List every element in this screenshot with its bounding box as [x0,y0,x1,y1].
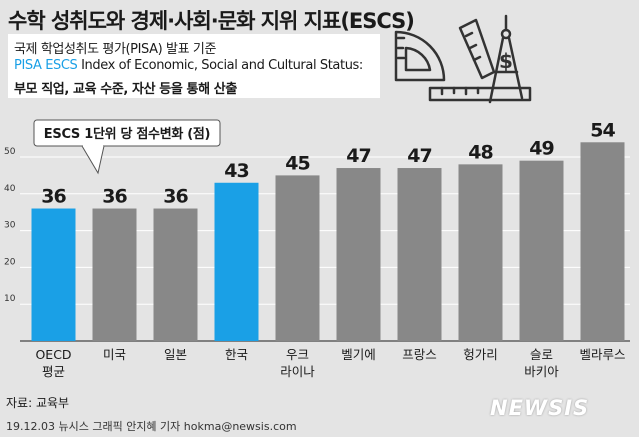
category-label: 미국 [103,347,126,362]
info-box: 국제 학업성취도 평가(PISA) 발표 기준 PISA ESCS Index … [8,34,380,98]
category-label: 프랑스 [402,347,437,362]
y-tick-label: 20 [4,257,16,267]
bar [397,168,442,341]
info-criteria: 국제 학업성취도 평가(PISA) 발표 기준 [14,42,217,57]
value-label: 49 [529,138,553,160]
info-definition: PISA ESCS Index of Economic, Social and … [14,58,363,73]
value-label: 47 [346,145,370,167]
annotation-callout: ESCS 1단위 당 점수변화 (점) [33,119,221,175]
bar [580,142,625,341]
y-tick-label: 30 [4,221,16,231]
svg-text:$: $ [499,49,513,73]
bar [153,208,198,341]
value-label: 36 [163,186,188,208]
y-tick-label: 50 [4,147,16,157]
value-label: 36 [102,186,127,208]
category-label: 한국 [225,347,248,362]
value-label: 48 [468,141,493,163]
newsis-logo: NEWSIS [490,396,590,420]
escs-definition: Index of Economic, Social and Cultural S… [77,58,363,73]
value-label: 43 [224,160,248,182]
pisa-escs-label: PISA ESCS [14,58,78,73]
credit-line: 19.12.03 뉴시스 그래픽 안지혜 기자 hokma@newsis.com [6,420,297,433]
bar [214,182,259,341]
chart-annotation: ESCS 1단위 당 점수변화 (점) [44,126,210,142]
value-label: 47 [407,145,431,167]
category-label: 우크 라이나 [280,347,315,379]
category-label: 일본 [164,347,187,362]
bars [31,142,625,341]
bar [31,208,76,341]
value-labels: 36 36 36 43 45 47 47 48 49 54 [41,119,616,208]
info-calculation: 부모 직업, 교육 수준, 자산 등을 통해 산출 [14,82,237,97]
y-axis-ticks: 10 20 30 40 50 [4,147,16,304]
category-labels: OECD 평균 미국 일본 한국 우크 라이나 벨기에 프랑스 헝가리 슬로 바키아 벨라루스 [35,347,625,379]
value-label: 45 [285,152,309,174]
category-label: 슬로 바키아 [524,347,559,379]
bar [336,168,381,341]
category-label: 헝가리 [463,347,498,362]
value-label: 54 [590,119,615,141]
value-label: 36 [41,186,66,208]
source-note: 자료: 교육부 [6,396,70,410]
category-label: 벨라루스 [579,347,625,362]
bar [275,175,320,341]
bar [92,208,137,341]
bar [519,160,564,341]
page-title: 수학 성취도와 경제·사회·문화 지위 지표(ESCS) [8,9,415,33]
y-tick-label: 40 [4,184,16,194]
bar [458,164,503,341]
ruler-compass-illustration: $ [394,14,532,104]
category-label: OECD 평균 [35,347,71,379]
y-tick-label: 10 [4,294,16,304]
category-label: 벨기에 [341,347,376,362]
